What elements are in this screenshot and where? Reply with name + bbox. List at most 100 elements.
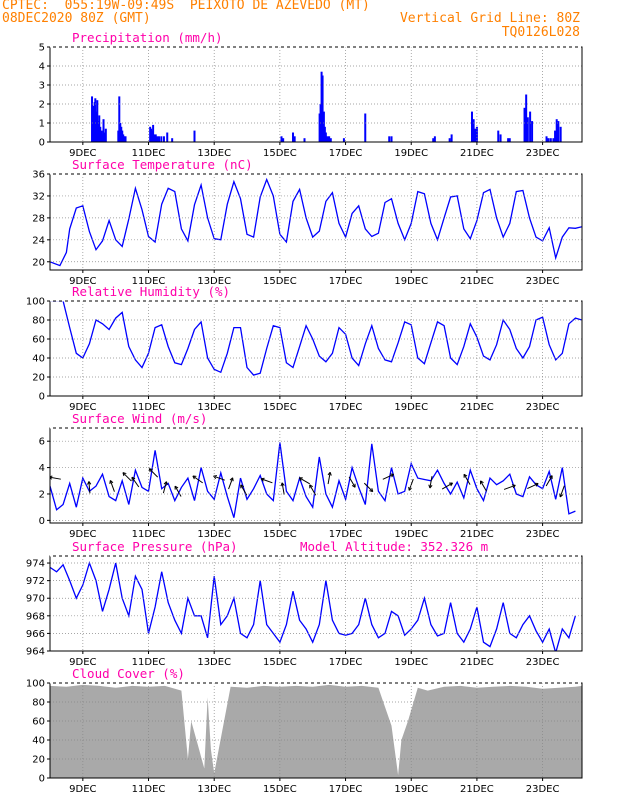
wind-arrow [441,482,453,490]
ytick-label: 32 [32,191,45,202]
panel-title-temp: Surface Temperature (nC) [72,157,253,172]
precip-bar [154,134,157,142]
precip-bar [390,136,393,142]
xtick-label: 17DEC [329,529,363,540]
wind-arrow [428,476,433,489]
panel-title-rh: Relative Humidity (%) [72,284,230,299]
xtick-label: 11DEC [132,784,166,795]
xtick-label: 11DEC [132,657,166,668]
xtick-label: 23DEC [526,276,560,287]
panel-wind: Surface Wind (m/s) 0 2 4 6 9DEC 11DEC 13DEC 15DE… [39,411,583,540]
precip-bar [156,136,159,142]
precip-bar [282,138,285,142]
wind-arrow [280,482,285,495]
wind-arrow [122,472,132,482]
temp-line [50,177,582,267]
wind-arrow [162,481,168,494]
xtick-label: 11DEC [132,529,166,540]
plot-area-temp [50,177,582,267]
precip-bar [388,136,391,142]
precip-bar [102,119,105,142]
xtick-label: 11DEC [132,148,166,159]
xtick-label: 17DEC [329,402,363,413]
xtick-label: 13DEC [197,402,231,413]
wind-arrow [260,477,273,484]
precip-bar [364,113,367,142]
ytick-label: 0 [39,774,45,785]
xtick-label: 15DEC [263,657,297,668]
plot-frame [49,555,583,652]
precip-bar [166,132,169,142]
wind-arrow [228,477,234,490]
xtick-label: 23DEC [526,784,560,795]
xtick-label: 17DEC [329,148,363,159]
xtick-label: 9DEC [69,402,96,413]
precip-bar [293,136,296,142]
precip-bar [433,136,436,142]
precip-bar [329,138,332,142]
xtick-label: 23DEC [526,148,560,159]
panel-annotation: Model Altitude: 352.326 m [300,539,488,554]
precip-bar [303,138,306,142]
wind-arrow [192,475,203,484]
ytick-label: 968 [26,611,45,622]
ytick-label: 20 [32,373,45,384]
wind-arrow [148,468,159,478]
precip-bar [171,138,174,142]
precip-bar [448,138,451,142]
wind-arrow [503,484,516,490]
ytick-label: 6 [39,437,45,448]
wind-arrow [545,475,553,487]
panel-title-wind: Surface Wind (m/s) [72,411,207,426]
precip-bar [525,94,528,142]
wind-arrow [109,480,115,492]
wind-arrow [527,482,539,490]
precip-bar [152,124,155,142]
precip-bar [526,117,529,142]
header-location: CPTEC: 055:19W-09:49S PEIXOTO DE AZEVEDO… [2,0,370,13]
wind-arrow [382,473,395,480]
wind-arrow [87,481,92,494]
ytick-label: 974 [26,559,45,570]
xtick-label: 19DEC [394,784,428,795]
panel-title-cloud: Cloud Cover (%) [72,666,185,681]
ytick-label: 20 [32,755,45,766]
ytick-label: 28 [32,213,45,224]
ytick-label: 100 [26,297,45,308]
plot-frame [49,427,583,524]
precip-bar [470,111,473,142]
xtick-label: 11DEC [132,402,166,413]
ytick-label: 970 [26,594,45,605]
precip-bar [545,136,548,142]
ytick-label: 24 [32,235,45,246]
xtick-label: 21DEC [460,657,494,668]
wind-arrow [174,485,182,497]
precip-bar [153,134,156,142]
xtick-label: 17DEC [329,657,363,668]
precip-bar [326,136,329,142]
ytick-label: 40 [32,354,45,365]
ytick-label: 964 [26,647,45,658]
rh-line [50,301,582,376]
xtick-label: 23DEC [526,402,560,413]
precip-bar [162,136,165,142]
xtick-label: 13DEC [197,529,231,540]
xtick-label: 13DEC [197,784,231,795]
precip-bar [474,128,477,142]
plot-area-wind [50,442,576,518]
ytick-label: 2 [39,100,45,111]
precip-bar [328,136,331,142]
precip-bar [432,138,435,142]
precip-bar [321,75,324,142]
xtick-label: 21DEC [460,148,494,159]
ytick-label: 5 [39,43,45,54]
precip-bar [552,138,555,142]
precip-bar [508,138,511,142]
header-model-id: TQ0126L028 [501,25,580,40]
xtick-label: 17DEC [329,784,363,795]
wind-arrow [363,482,374,493]
precip-bar [158,136,161,142]
precip-bar [529,111,532,142]
cloud-area [50,684,582,778]
panel-precip: Precipitation (mm/h) 0 1 2 3 4 5 9DEC 11DEC 13DEC… [39,30,583,159]
